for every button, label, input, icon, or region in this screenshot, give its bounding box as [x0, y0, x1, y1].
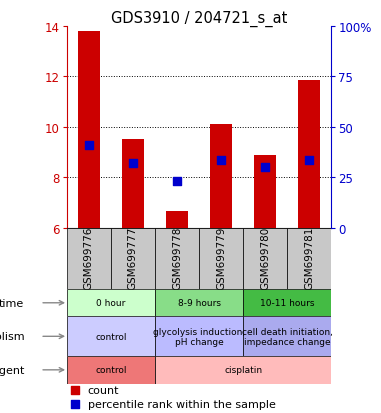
Bar	[155, 290, 243, 317]
Text: GSM699780: GSM699780	[260, 226, 270, 289]
Text: 10-11 hours: 10-11 hours	[260, 299, 315, 308]
Point	[130, 161, 136, 167]
Text: control: control	[95, 332, 126, 341]
Bar	[166, 212, 188, 228]
Point	[72, 401, 78, 407]
Point	[306, 157, 312, 164]
Bar	[155, 228, 199, 290]
Text: GSM699777: GSM699777	[128, 226, 138, 289]
Bar	[67, 356, 155, 384]
Bar	[122, 140, 144, 228]
Text: GSM699776: GSM699776	[84, 226, 94, 289]
Text: cisplatin: cisplatin	[224, 366, 262, 375]
Text: count: count	[88, 385, 119, 395]
Bar	[155, 317, 243, 356]
Title: GDS3910 / 204721_s_at: GDS3910 / 204721_s_at	[111, 11, 287, 27]
Bar	[287, 228, 331, 290]
Text: GSM699779: GSM699779	[216, 226, 226, 289]
Text: 8-9 hours: 8-9 hours	[178, 299, 221, 308]
Text: 0 hour: 0 hour	[96, 299, 125, 308]
Text: GSM699778: GSM699778	[172, 226, 182, 289]
Text: metabolism: metabolism	[0, 332, 24, 342]
Point	[262, 164, 268, 171]
Bar	[111, 228, 155, 290]
Bar	[243, 290, 331, 317]
Bar	[243, 228, 287, 290]
Point	[86, 142, 92, 148]
Text: cell death initiation,
impedance change: cell death initiation, impedance change	[242, 327, 333, 346]
Text: control: control	[95, 366, 126, 375]
Text: percentile rank within the sample: percentile rank within the sample	[88, 399, 276, 409]
Point	[174, 178, 180, 185]
Point	[72, 387, 78, 394]
Bar	[210, 125, 232, 228]
Bar	[254, 155, 276, 228]
Bar	[67, 290, 155, 317]
Text: glycolysis induction,
pH change: glycolysis induction, pH change	[153, 327, 245, 346]
Bar	[298, 81, 320, 228]
Text: GSM699781: GSM699781	[304, 226, 314, 289]
Text: time: time	[0, 298, 24, 308]
Bar	[199, 228, 243, 290]
Bar	[243, 317, 331, 356]
Bar	[67, 228, 111, 290]
Bar	[67, 317, 155, 356]
Point	[218, 157, 224, 164]
Bar	[155, 356, 331, 384]
Text: agent: agent	[0, 365, 24, 375]
Bar	[78, 32, 100, 228]
